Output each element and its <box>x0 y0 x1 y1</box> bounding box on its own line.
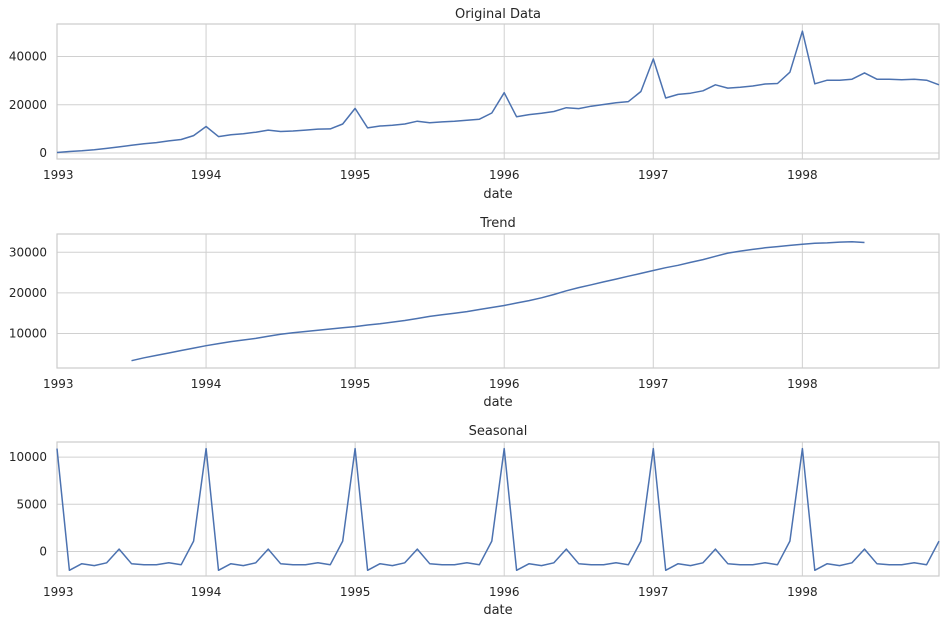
chart-panel-1: Original Data 0 20000 40000 1993 1994 1995 1996… <box>9 7 940 202</box>
chart-title: Original Data <box>455 7 541 22</box>
series-line <box>56 447 940 572</box>
y-tick-label: 20000 <box>9 98 47 112</box>
x-tick-label: 1993 <box>43 585 74 599</box>
chart-panel-3: Seasonal 0 5000 10000 1993 1994 1995 1996 1997 19… <box>9 424 940 618</box>
x-tick-label: 1996 <box>489 168 520 182</box>
x-tick-label: 1996 <box>489 377 520 391</box>
y-tick-label: 10000 <box>9 450 47 464</box>
y-tick-label: 40000 <box>9 50 47 64</box>
x-tick-label: 1998 <box>787 585 818 599</box>
x-axis-label: date <box>483 187 512 202</box>
plot-frame <box>56 233 940 369</box>
x-axis-label: date <box>483 603 512 618</box>
x-tick-label: 1995 <box>340 377 371 391</box>
series-line <box>56 30 940 154</box>
x-tick-label: 1994 <box>191 377 222 391</box>
y-tick-label: 20000 <box>9 286 47 300</box>
chart-title: Trend <box>479 216 516 231</box>
y-tick-label: 5000 <box>16 497 47 511</box>
chart-title: Seasonal <box>469 424 528 439</box>
x-tick-label: 1996 <box>489 585 520 599</box>
x-tick-label: 1994 <box>191 585 222 599</box>
y-tick-label: 10000 <box>9 326 47 340</box>
x-tick-label: 1998 <box>787 168 818 182</box>
y-tick-label: 0 <box>39 544 47 558</box>
x-tick-label: 1993 <box>43 377 74 391</box>
plot-frame <box>56 441 940 577</box>
plot-frame <box>56 23 940 160</box>
x-tick-label: 1997 <box>638 168 669 182</box>
y-tick-label: 30000 <box>9 245 47 259</box>
x-tick-label: 1993 <box>43 168 74 182</box>
x-tick-label: 1998 <box>787 377 818 391</box>
chart-panel-2: Trend 10000 20000 30000 1993 1994 1995 1996 1997… <box>9 216 940 410</box>
x-tick-label: 1995 <box>340 168 371 182</box>
x-axis-label: date <box>483 395 512 410</box>
x-tick-label: 1997 <box>638 377 669 391</box>
x-tick-label: 1995 <box>340 585 371 599</box>
y-tick-label: 0 <box>39 146 47 160</box>
series-line <box>131 240 865 362</box>
x-tick-label: 1994 <box>191 168 222 182</box>
x-tick-label: 1997 <box>638 585 669 599</box>
